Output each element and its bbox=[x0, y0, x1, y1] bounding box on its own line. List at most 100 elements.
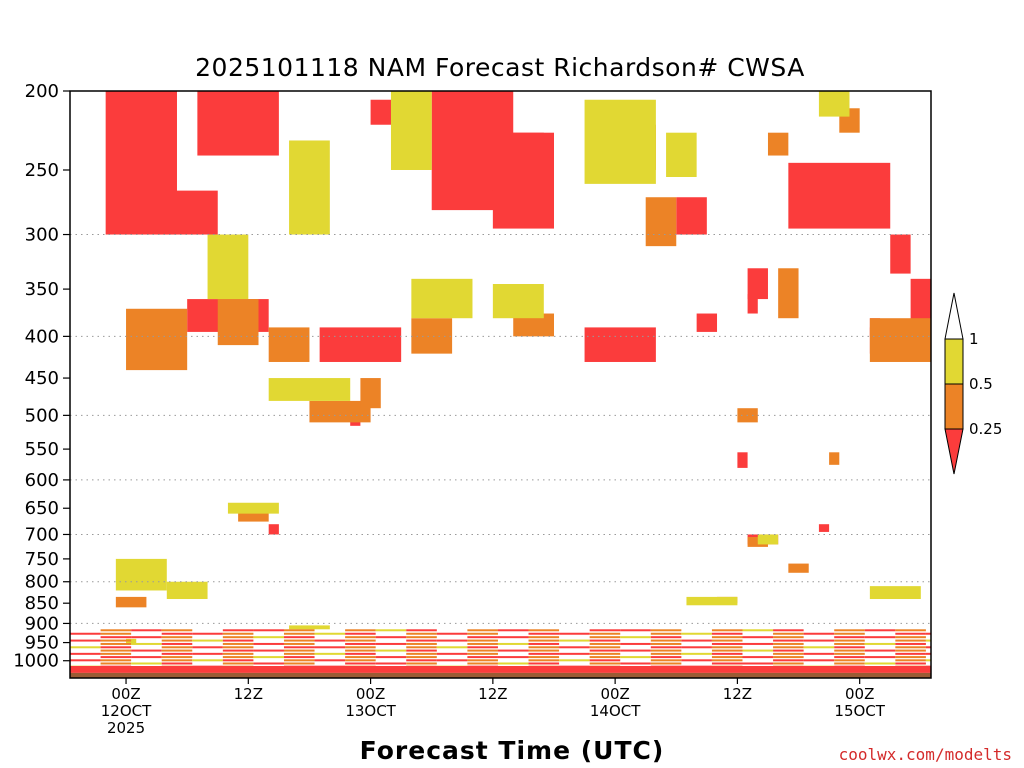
boundary-layer-stripe bbox=[467, 646, 498, 649]
boundary-layer-stripe bbox=[345, 642, 376, 645]
boundary-layer-stripe bbox=[161, 629, 193, 632]
legend-bin-above-1 bbox=[944, 292, 964, 340]
boundary-layer-stripe bbox=[711, 636, 743, 639]
ri-cell-red bbox=[156, 190, 218, 235]
boundary-layer-stripe bbox=[589, 656, 621, 659]
boundary-layer-stripe bbox=[161, 662, 193, 665]
boundary-layer-stripe bbox=[406, 632, 437, 635]
y-tick-label: 500 bbox=[25, 405, 59, 426]
ri-cell-red bbox=[890, 234, 911, 274]
x-tick-label: 00Z bbox=[356, 685, 385, 703]
boundary-layer-stripe bbox=[161, 659, 193, 662]
boundary-layer-stripe bbox=[773, 636, 804, 639]
boundary-layer-stripe bbox=[773, 656, 804, 659]
boundary-layer-stripe bbox=[70, 652, 101, 655]
boundary-layer-stripe bbox=[925, 646, 931, 649]
boundary-layer-stripe bbox=[70, 659, 101, 662]
boundary-layer-stripe bbox=[589, 652, 621, 655]
ri-cell-red bbox=[584, 327, 656, 362]
y-tick-label: 600 bbox=[25, 470, 59, 491]
ri-cell-red bbox=[788, 162, 891, 229]
y-tick-label: 1000 bbox=[13, 651, 59, 672]
boundary-layer-stripe bbox=[100, 639, 132, 642]
boundary-layer-stripe bbox=[131, 656, 162, 659]
boundary-layer-stripe bbox=[222, 662, 254, 665]
boundary-layer-stripe bbox=[773, 662, 804, 665]
boundary-layer-stripe bbox=[620, 636, 651, 639]
boundary-layer-stripe bbox=[834, 662, 865, 665]
boundary-layer-stripe bbox=[925, 632, 931, 635]
x-tick-label: 12Z bbox=[478, 685, 507, 703]
boundary-layer-stripe bbox=[192, 646, 223, 649]
boundary-layer-stripe bbox=[528, 646, 560, 649]
boundary-layer-stripe bbox=[589, 639, 621, 642]
boundary-layer-stripe bbox=[345, 646, 376, 649]
x-tick-label: 13OCT bbox=[345, 702, 396, 720]
boundary-layer-stripe bbox=[773, 629, 804, 632]
boundary-layer-stripe bbox=[406, 629, 437, 632]
y-tick-label: 950 bbox=[25, 633, 59, 654]
boundary-layer-stripe bbox=[161, 642, 193, 645]
ri-cell-yellow bbox=[268, 378, 351, 401]
boundary-layer-stripe bbox=[161, 656, 193, 659]
boundary-layer-stripe bbox=[834, 659, 865, 662]
ri-cell-orange bbox=[309, 400, 371, 423]
boundary-layer-stripe bbox=[314, 639, 346, 642]
boundary-layer-stripe bbox=[222, 652, 254, 655]
boundary-layer-stripe bbox=[589, 636, 621, 639]
boundary-layer-stripe bbox=[650, 646, 682, 649]
legend-level-label: 0.25 bbox=[969, 420, 1002, 438]
boundary-layer-stripe bbox=[436, 652, 468, 655]
boundary-layer-stripe bbox=[100, 656, 132, 659]
ri-cell-red bbox=[818, 524, 830, 532]
boundary-layer-stripe bbox=[834, 656, 865, 659]
boundary-layer-stripe bbox=[773, 632, 804, 635]
boundary-layer-stripe bbox=[773, 652, 804, 655]
legend-bin-red bbox=[944, 428, 964, 475]
ri-cell-red bbox=[747, 268, 768, 300]
boundary-layer-stripe bbox=[406, 662, 437, 665]
boundary-layer-stripe bbox=[864, 629, 896, 632]
boundary-layer-stripe bbox=[620, 629, 651, 632]
boundary-layer-stripe bbox=[742, 629, 774, 632]
boundary-layer-stripe bbox=[467, 649, 498, 652]
boundary-layer-stripe bbox=[589, 642, 621, 645]
ri-cell-orange bbox=[513, 313, 554, 337]
ri-cell-red bbox=[268, 524, 279, 535]
boundary-layer-stripe bbox=[467, 656, 498, 659]
boundary-layer-stripe bbox=[436, 632, 468, 635]
boundary-layer-stripe bbox=[650, 649, 682, 652]
boundary-layer-stripe bbox=[222, 642, 254, 645]
boundary-layer-stripe bbox=[895, 646, 926, 649]
boundary-layer-stripe bbox=[131, 662, 162, 665]
boundary-layer-stripe bbox=[528, 642, 560, 645]
boundary-layer-stripe bbox=[620, 656, 651, 659]
boundary-layer-stripe bbox=[375, 636, 407, 639]
boundary-layer-stripe bbox=[589, 662, 621, 665]
boundary-layer-stripe bbox=[895, 642, 926, 645]
boundary-layer-stripe bbox=[528, 632, 560, 635]
y-tick-label: 800 bbox=[25, 572, 59, 593]
ri-cell-red bbox=[747, 294, 758, 314]
ri-cell-yellow bbox=[686, 596, 738, 606]
ri-cell-red bbox=[696, 313, 718, 332]
boundary-layer-stripe bbox=[314, 652, 346, 655]
boundary-layer-stripe bbox=[345, 659, 376, 662]
boundary-layer-stripe bbox=[375, 642, 407, 645]
boundary-layer-stripe bbox=[834, 629, 865, 632]
boundary-layer-stripe bbox=[497, 656, 529, 659]
boundary-layer-stripe bbox=[253, 662, 284, 665]
ground-surface bbox=[70, 672, 931, 678]
boundary-layer-stripe bbox=[895, 629, 926, 632]
boundary-layer-stripe bbox=[620, 649, 651, 652]
boundary-layer-stripe bbox=[497, 629, 529, 632]
boundary-layer-stripe bbox=[283, 659, 315, 662]
boundary-layer-stripe bbox=[375, 629, 407, 632]
ri-cell-red bbox=[197, 91, 279, 156]
boundary-layer-stripe bbox=[528, 629, 560, 632]
y-tick-label: 700 bbox=[25, 524, 59, 545]
ri-cell-orange bbox=[217, 299, 259, 346]
boundary-layer-stripe bbox=[406, 649, 437, 652]
